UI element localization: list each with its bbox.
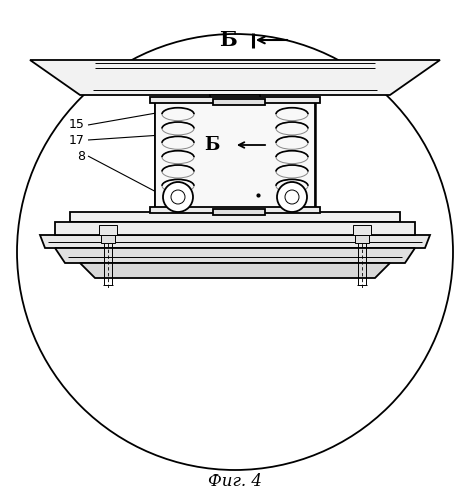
Polygon shape	[30, 60, 440, 95]
Text: 8: 8	[77, 150, 85, 162]
Bar	[355, 235, 369, 243]
Bar	[150, 207, 320, 213]
Bar	[99, 225, 117, 235]
Text: Б: Б	[204, 136, 220, 154]
Circle shape	[163, 182, 193, 212]
Polygon shape	[55, 248, 415, 263]
Bar	[150, 97, 320, 103]
Text: Фиг. 4: Фиг. 4	[208, 474, 262, 490]
Bar	[155, 100, 315, 210]
Text: 15: 15	[69, 118, 85, 132]
Bar	[353, 225, 371, 235]
Polygon shape	[210, 95, 260, 102]
Circle shape	[277, 182, 307, 212]
Bar	[70, 212, 400, 222]
Text: Б: Б	[219, 30, 237, 50]
Text: 17: 17	[69, 134, 85, 146]
Bar	[55, 222, 415, 235]
Polygon shape	[40, 235, 430, 248]
Bar	[101, 235, 115, 243]
Bar	[213, 99, 265, 105]
Bar	[213, 209, 265, 215]
Circle shape	[17, 34, 453, 470]
Polygon shape	[80, 263, 390, 278]
